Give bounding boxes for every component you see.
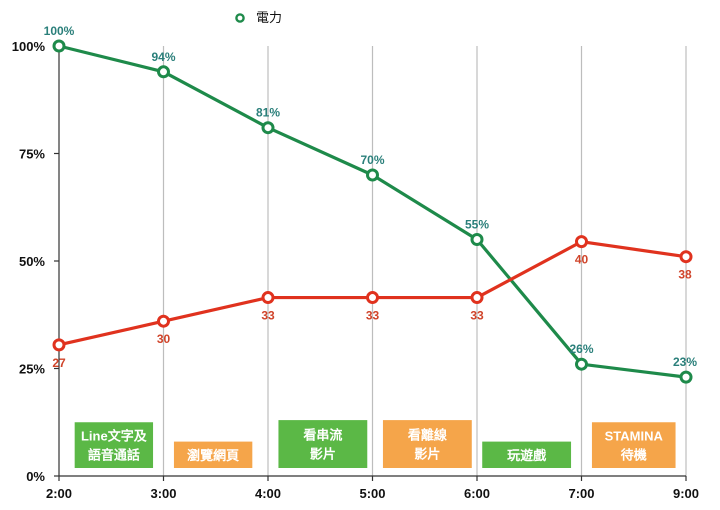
- legend: 電力: [235, 10, 282, 25]
- series-0-point-1: [157, 65, 170, 79]
- activity-box-2: [278, 420, 368, 468]
- activity-box-3: [382, 420, 472, 468]
- y-tick-label-1: 25%: [19, 362, 45, 377]
- grid-lines: [162, 46, 687, 476]
- activity-label-1-0: 瀏覽網頁: [187, 448, 239, 463]
- series-0-data-label-1: 94%: [151, 50, 175, 64]
- series-1-point-4: [470, 291, 484, 305]
- activity-label-0-0: Line文字及: [81, 429, 148, 444]
- activity-label-0-1: 語音通話: [88, 448, 140, 463]
- x-tick-label-1: 3:00: [150, 486, 176, 501]
- activity-box-0: [74, 422, 154, 468]
- series-1-data-label-5: 40: [575, 253, 589, 267]
- series-0-data-label-5: 26%: [569, 342, 593, 356]
- series-0-point-3: [366, 168, 379, 182]
- series-1-point-0: [52, 338, 66, 352]
- series-0-point-2: [261, 121, 275, 135]
- activity-box-5: [591, 422, 676, 468]
- axes: 0% 25% 50% 75% 100% 2:00 3:00 4:00 5:00 6:00 7:00 9…: [12, 39, 699, 501]
- series-0: 100% 94% 81% 70% 55% 26% 23%: [44, 24, 697, 384]
- series-0-point-6: [679, 370, 693, 384]
- series-0-data-label-2: 81%: [256, 106, 280, 120]
- series-0-point-5: [575, 357, 588, 371]
- activity-label-5-1: 待機: [620, 448, 647, 463]
- series-1-data-label-1: 30: [157, 332, 171, 346]
- series-1-point-6: [679, 250, 693, 264]
- activity-box-1: [173, 441, 253, 468]
- x-tick-label-5: 7:00: [568, 486, 594, 501]
- series-0-data-label-6: 23%: [673, 355, 697, 369]
- activity-label-3-0: 看離線: [408, 428, 448, 443]
- x-tick-label-3: 5:00: [359, 486, 385, 501]
- series-1-point-1: [157, 314, 170, 328]
- x-tick-label-4: 6:00: [464, 486, 490, 501]
- series-1-data-label-3: 33: [366, 309, 380, 323]
- legend-marker: [235, 13, 245, 23]
- series-0-data-label-3: 70%: [360, 153, 384, 167]
- series-1-point-2: [261, 291, 275, 305]
- series-1: 27 30 33 33 33 40 38: [52, 235, 693, 370]
- series-0-data-label-0: 100%: [44, 24, 75, 38]
- y-tick-label-0: 0%: [26, 469, 45, 484]
- activity-label-5-0: STAMINA: [605, 429, 664, 444]
- series-0-point-0: [52, 39, 66, 53]
- activity-label-2-0: 看串流: [303, 428, 342, 443]
- series-0-point-4: [470, 233, 484, 246]
- x-tick-label-2: 4:00: [255, 486, 281, 501]
- activity-label-4-0: 玩遊戲: [507, 448, 547, 463]
- activity-4: 玩遊戲: [482, 441, 572, 468]
- activity-5: STAMINA 待機: [591, 422, 676, 468]
- series-1-data-label-0: 27: [52, 356, 66, 370]
- y-tick-label-3: 75%: [19, 147, 45, 162]
- activity-label-3-1: 影片: [414, 447, 440, 462]
- y-tick-label-4: 100%: [12, 39, 46, 54]
- activity-1: 瀏覽網頁: [173, 441, 253, 468]
- series-1-data-label-6: 38: [678, 268, 692, 282]
- series-1-data-label-2: 33: [261, 309, 275, 323]
- legend-label: 電力: [256, 10, 282, 25]
- activity-label-2-1: 影片: [310, 447, 336, 462]
- series-1-data-label-4: 33: [470, 309, 484, 323]
- x-tick-label-6: 9:00: [673, 486, 699, 501]
- x-tick-label-0: 2:00: [46, 486, 72, 501]
- series-layer: 100% 94% 81% 70% 55% 26% 23% 27 30 33 33 33 40 38: [44, 24, 697, 384]
- series-1-point-3: [366, 291, 379, 305]
- series-1-point-5: [575, 235, 588, 249]
- y-tick-label-2: 50%: [19, 254, 45, 269]
- activity-box-4: [482, 441, 572, 468]
- series-0-data-label-4: 55%: [465, 218, 489, 232]
